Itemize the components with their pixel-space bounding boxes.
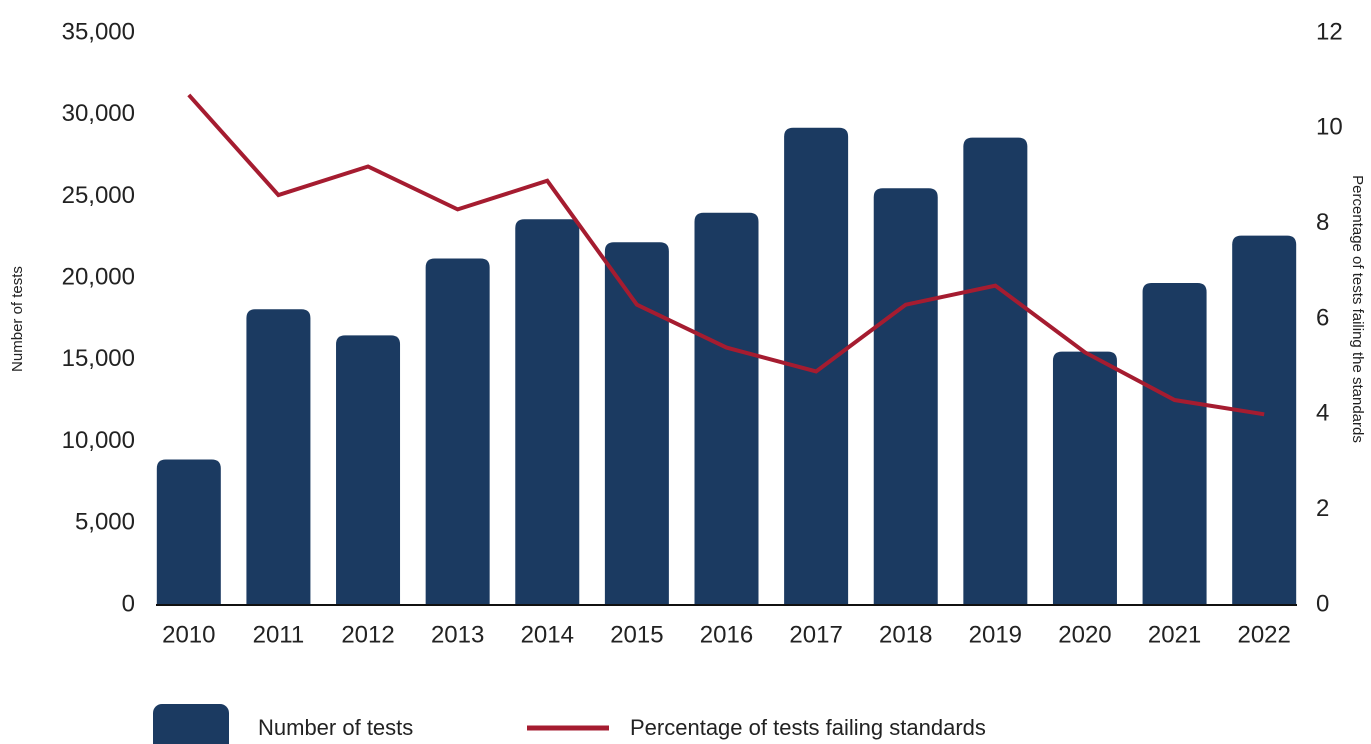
- y2-tick-label: 0: [1316, 590, 1329, 617]
- y-tick-label: 20,000: [62, 263, 135, 290]
- x-tick-label: 2016: [700, 621, 753, 648]
- bar: [1232, 235, 1297, 605]
- y-tick-label: 25,000: [62, 182, 135, 209]
- bar: [156, 459, 221, 605]
- x-tick-label: 2019: [969, 621, 1022, 648]
- bar: [1052, 351, 1117, 605]
- y2-tick-label: 12: [1316, 18, 1343, 45]
- y2-axis-title: Percentage of tests failing the standard…: [1349, 175, 1366, 443]
- x-tick-label: 2012: [341, 621, 394, 648]
- x-tick-label: 2015: [610, 621, 663, 648]
- y-axis-title: Number of tests: [9, 266, 26, 372]
- line: [187, 93, 1265, 417]
- bar: [963, 137, 1028, 605]
- bar: [873, 188, 938, 605]
- bar: [246, 309, 311, 605]
- bar: [425, 258, 490, 605]
- bar: [784, 127, 849, 605]
- y2-tick-label: 10: [1316, 114, 1343, 141]
- x-tick-label: 2018: [879, 621, 932, 648]
- bar: [604, 242, 669, 605]
- x-tick-label: 2017: [789, 621, 842, 648]
- x-tick-label: 2020: [1058, 621, 1111, 648]
- bar: [515, 219, 580, 605]
- x-tick-label: 2022: [1237, 621, 1290, 648]
- bar: [336, 335, 401, 605]
- y-tick-label: 0: [122, 590, 135, 617]
- y-tick-label: 30,000: [62, 100, 135, 127]
- y-tick-label: 10,000: [62, 427, 135, 454]
- y2-tick-label: 4: [1316, 400, 1329, 427]
- x-tick-label: 2010: [162, 621, 215, 648]
- x-tick-label: 2014: [521, 621, 574, 648]
- y2-tick-label: 8: [1316, 209, 1329, 236]
- legend-swatch: [153, 704, 229, 744]
- legend-label: Percentage of tests failing standards: [630, 715, 986, 740]
- legend-label: Number of tests: [258, 715, 413, 740]
- x-tick-label: 2021: [1148, 621, 1201, 648]
- x-tick-label: 2013: [431, 621, 484, 648]
- bar: [1142, 283, 1207, 605]
- y2-tick-label: 6: [1316, 304, 1329, 331]
- y2-tick-label: 2: [1316, 495, 1329, 522]
- y-tick-label: 35,000: [62, 18, 135, 45]
- y-tick-label: 5,000: [75, 509, 135, 536]
- x-tick-label: 2011: [253, 621, 305, 648]
- bar: [694, 212, 759, 605]
- y-tick-label: 15,000: [62, 345, 135, 372]
